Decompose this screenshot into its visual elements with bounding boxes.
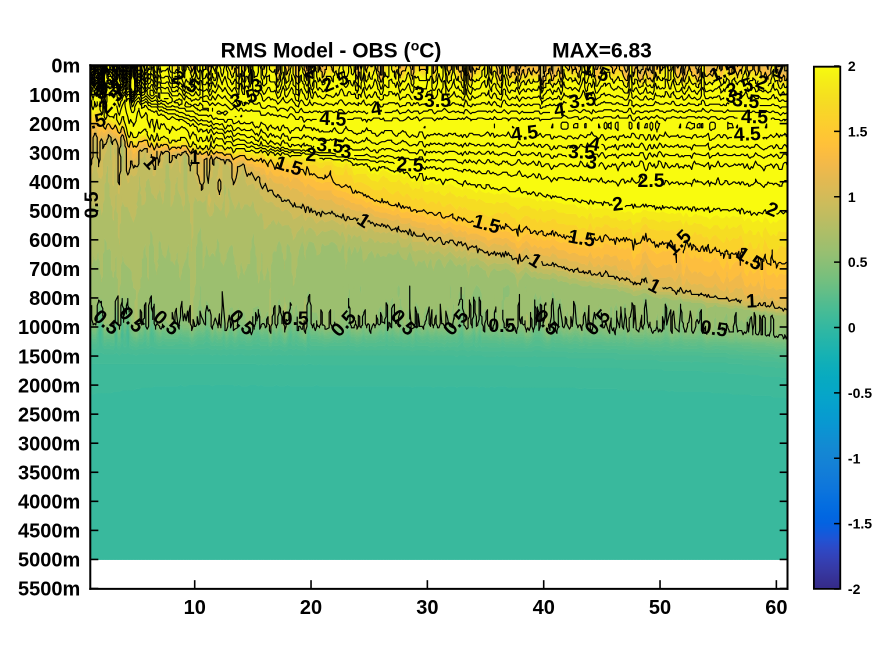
svg-text:3.5: 3.5 [424,90,451,112]
svg-text:800m: 800m [29,288,80,310]
svg-text:0.5: 0.5 [81,191,103,218]
svg-text:0: 0 [848,320,856,336]
svg-text:40: 40 [533,597,555,619]
svg-text:0.5: 0.5 [488,315,515,337]
svg-text:-1.5: -1.5 [848,516,872,532]
svg-text:1.5: 1.5 [77,109,109,137]
svg-text:2.5: 2.5 [396,153,424,176]
svg-text:2000m: 2000m [18,375,80,397]
svg-text:30: 30 [416,597,438,619]
svg-text:1.5: 1.5 [848,123,868,139]
svg-text:-1: -1 [848,450,861,466]
svg-text:MAX=6.83: MAX=6.83 [552,40,652,63]
svg-text:400m: 400m [29,172,80,194]
svg-text:4.5: 4.5 [733,123,761,146]
svg-text:4.5: 4.5 [741,106,769,129]
svg-text:-0.5: -0.5 [848,385,872,401]
svg-text:2: 2 [305,144,318,167]
svg-text:200m: 200m [29,114,80,136]
svg-text:C): C) [419,40,441,63]
svg-text:4500m: 4500m [18,521,80,543]
svg-text:3: 3 [340,141,351,163]
svg-text:0.5: 0.5 [282,308,309,330]
svg-text:1500m: 1500m [18,346,80,368]
svg-text:0.5: 0.5 [699,316,729,342]
svg-text:3.5: 3.5 [316,134,345,158]
svg-text:4.5: 4.5 [510,121,540,146]
svg-text:3.5: 3.5 [567,88,597,114]
svg-text:2: 2 [611,193,624,216]
svg-text:RMS Model - OBS (: RMS Model - OBS ( [221,40,411,63]
svg-text:0m: 0m [51,56,80,78]
svg-text:4: 4 [369,97,383,121]
svg-text:2.5: 2.5 [638,170,665,192]
svg-text:1: 1 [848,189,856,205]
svg-text:50: 50 [649,597,671,619]
svg-text:3: 3 [412,83,427,107]
svg-text:5500m: 5500m [18,579,80,601]
svg-text:4: 4 [587,133,602,157]
svg-text:-2: -2 [848,581,861,597]
svg-text:3.5: 3.5 [731,89,760,114]
svg-text:2: 2 [848,58,856,74]
svg-text:3000m: 3000m [18,433,80,455]
svg-text:3500m: 3500m [18,463,80,485]
svg-text:1000m: 1000m [18,317,80,339]
svg-text:300m: 300m [29,143,80,165]
svg-text:5000m: 5000m [18,550,80,572]
svg-text:4000m: 4000m [18,492,80,514]
svg-text:4: 4 [553,99,567,122]
svg-text:10: 10 [184,597,206,619]
svg-text:60: 60 [765,597,787,619]
svg-text:0.5: 0.5 [848,254,868,270]
svg-text:4.5: 4.5 [319,108,347,131]
svg-text:700m: 700m [29,259,80,281]
svg-text:2500m: 2500m [18,404,80,426]
svg-text:o: o [411,38,420,54]
svg-text:3: 3 [585,151,598,174]
svg-text:600m: 600m [29,230,80,252]
svg-text:1.5: 1.5 [566,225,597,252]
svg-text:1: 1 [189,147,200,169]
svg-text:3.5: 3.5 [568,141,596,164]
svg-text:500m: 500m [29,201,80,223]
svg-text:1: 1 [746,290,758,313]
svg-text:100m: 100m [29,85,80,107]
svg-text:20: 20 [300,597,322,619]
